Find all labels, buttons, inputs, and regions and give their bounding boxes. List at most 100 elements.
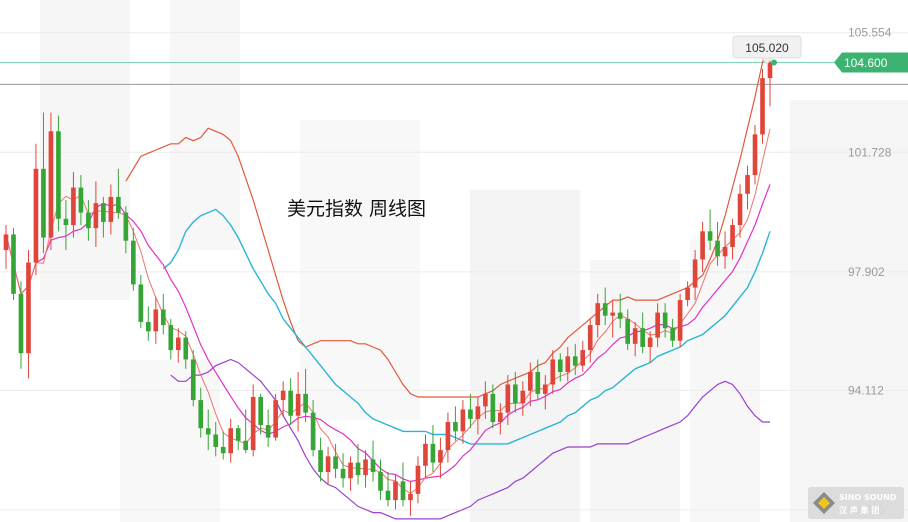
candle-body-20: [153, 309, 159, 332]
candle-24: [183, 331, 189, 369]
candle-body-66: [498, 412, 503, 422]
candle-97: [730, 218, 735, 260]
candle-body-1: [11, 234, 16, 294]
price-tick-1: 101.728: [848, 145, 892, 159]
candle-body-8: [63, 218, 69, 226]
candle-body-96: [722, 246, 728, 257]
candle-body-80: [602, 303, 608, 316]
candle-6: [48, 112, 54, 251]
candle-body-41: [310, 412, 316, 451]
candle-80: [602, 287, 608, 326]
candle-body-58: [438, 450, 443, 463]
svg-text:汉 声 集 团: 汉 声 集 团: [839, 505, 879, 515]
candle-body-70: [527, 371, 533, 391]
candle-body-85: [640, 328, 645, 347]
candle-47: [355, 443, 361, 485]
candle-70: [527, 362, 533, 407]
current-price-tag: 104.600: [771, 52, 908, 73]
current-price-dot: [771, 59, 777, 66]
candle-19: [145, 306, 151, 341]
candle-51: [385, 471, 391, 507]
candle-body-5: [41, 168, 46, 238]
candle-67: [505, 375, 511, 426]
candle-16: [123, 206, 129, 254]
candle-31: [235, 425, 241, 451]
svg-text:SINO SOUND: SINO SOUND: [839, 493, 897, 502]
candle-100: [752, 125, 758, 185]
candle-body-99: [745, 175, 750, 194]
candle-44: [333, 443, 338, 479]
candle-0: [3, 225, 9, 269]
candle-64: [483, 381, 488, 419]
grid-lines: [0, 32, 908, 511]
candle-body-10: [78, 187, 84, 213]
candle-43: [325, 446, 331, 485]
logo-diamond-inner-icon: [818, 497, 830, 509]
candle-36: [273, 393, 278, 441]
candle-body-30: [228, 428, 234, 454]
candle-body-15: [116, 196, 121, 213]
candle-body-17: [131, 240, 136, 285]
candle-body-28: [213, 434, 219, 447]
candle-60: [453, 406, 458, 441]
bollinger-middle-line: [162, 208, 771, 445]
candle-body-49: [370, 459, 376, 472]
candle-38: [288, 378, 293, 426]
candle-body-31: [235, 428, 241, 441]
candle-5: [41, 112, 46, 254]
candle-23: [175, 328, 181, 363]
candle-62: [468, 393, 473, 429]
candle-body-22: [168, 325, 174, 351]
candle-37: [280, 381, 286, 416]
candle-15: [116, 168, 121, 219]
background-building-7: [120, 360, 220, 522]
bollinger-upper-line: [125, 40, 771, 398]
price-tick-2: 97.902: [848, 265, 885, 279]
candle-body-12: [93, 203, 99, 229]
candle-body-44: [333, 456, 338, 469]
candle-40: [303, 368, 308, 422]
reference-lines: [0, 62, 908, 85]
candle-89: [670, 318, 675, 347]
candle-body-91: [685, 287, 690, 301]
candle-22: [168, 318, 174, 360]
candle-59: [445, 412, 451, 463]
candle-body-68: [513, 384, 518, 404]
candle-35: [265, 409, 271, 447]
candle-78: [587, 318, 593, 363]
candle-71: [535, 359, 541, 401]
candle-7: [56, 115, 61, 232]
candle-body-86: [647, 337, 653, 347]
candle-99: [745, 165, 750, 210]
highest-price-pointer: [760, 57, 774, 65]
candle-33: [250, 384, 256, 457]
candle-body-13: [101, 203, 106, 222]
candle-body-61: [460, 409, 466, 432]
candle-body-74: [557, 359, 563, 372]
candle-body-6: [48, 131, 54, 238]
candle-53: [400, 462, 406, 507]
candle-body-27: [205, 428, 211, 435]
candle-body-84: [632, 328, 638, 344]
candle-29: [220, 431, 226, 460]
candle-66: [498, 403, 503, 435]
current-price-label: 104.600: [844, 56, 888, 70]
candle-body-45: [340, 468, 346, 479]
candle-30: [228, 418, 234, 463]
candle-body-90: [677, 300, 683, 341]
candle-body-47: [355, 462, 361, 476]
candle-body-42: [318, 450, 323, 472]
candle-body-67: [505, 384, 511, 413]
background-building-2: [300, 120, 420, 420]
candle-body-75: [565, 356, 571, 372]
background-building-4: [590, 260, 680, 522]
candle-26: [198, 387, 204, 438]
candle-body-95: [715, 240, 720, 257]
candle-13: [101, 196, 106, 238]
price-tick-0: 105.554: [848, 26, 892, 40]
candle-body-40: [303, 393, 308, 413]
candle-1: [11, 228, 16, 301]
candle-body-43: [325, 456, 331, 472]
